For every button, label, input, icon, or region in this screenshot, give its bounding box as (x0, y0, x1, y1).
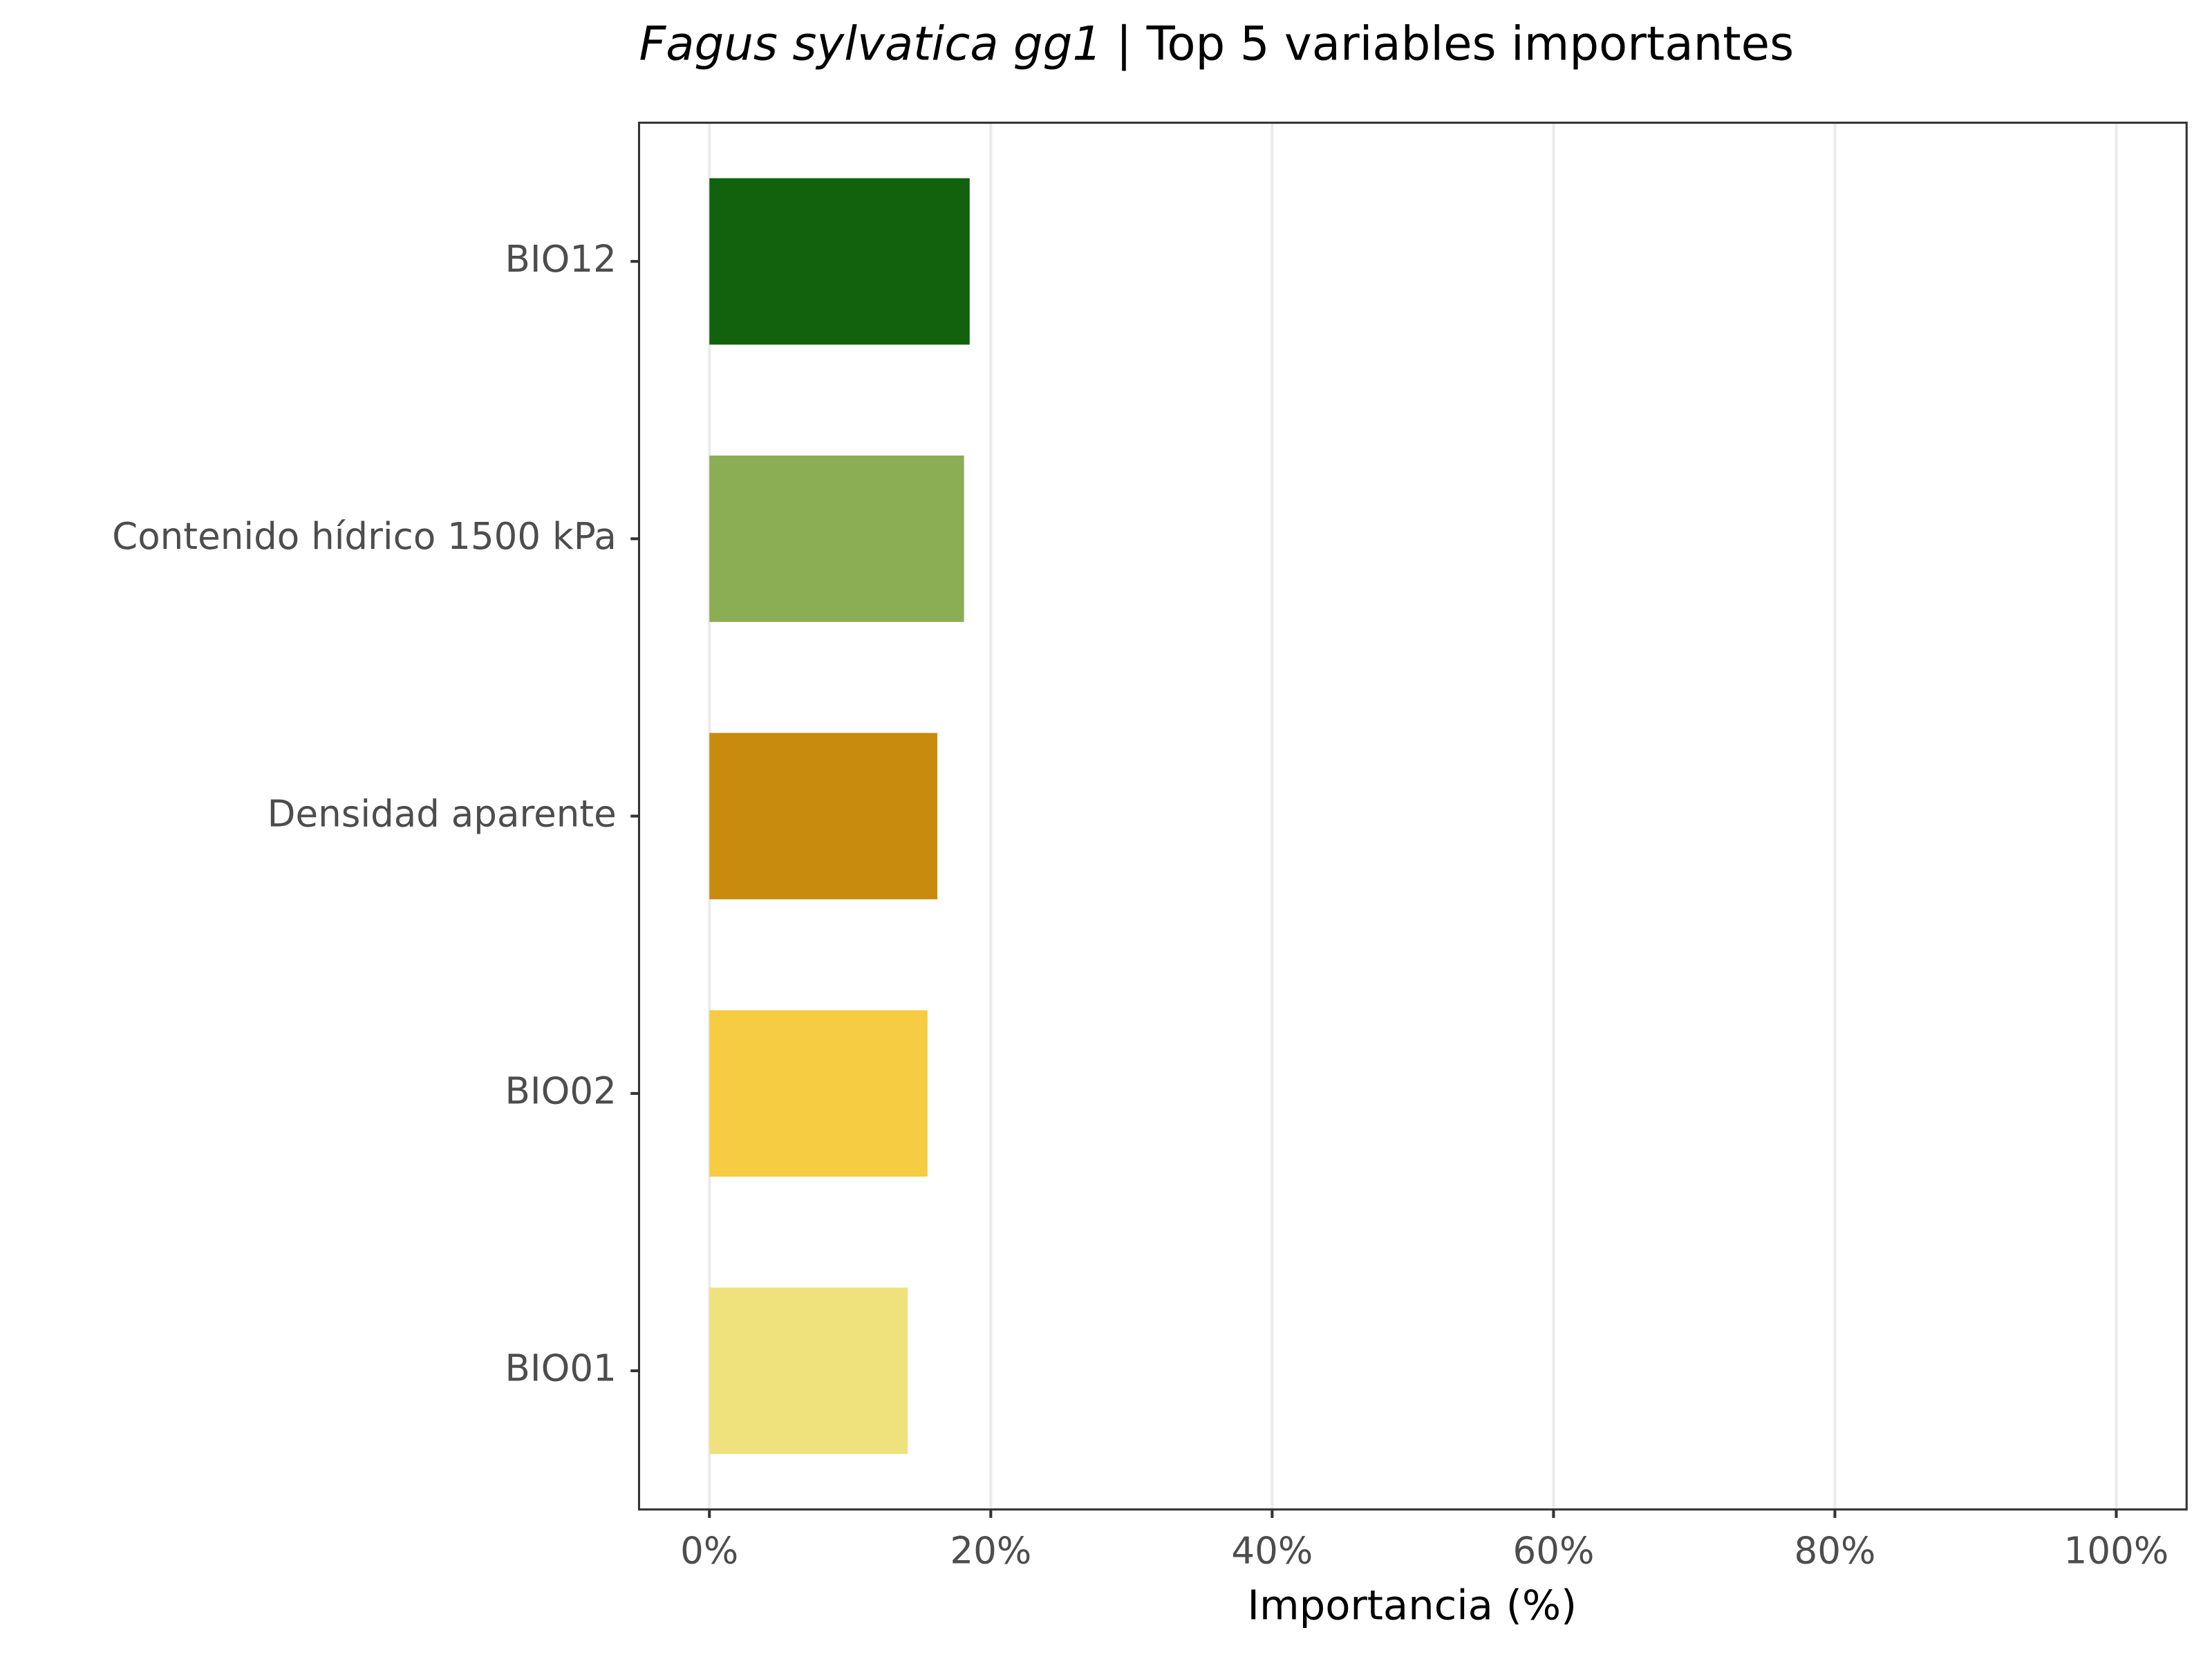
panel-border (637, 122, 2188, 1511)
bar (709, 1287, 908, 1454)
x-tick-label: 60% (1512, 1530, 1594, 1573)
x-axis-title: Importancia (%) (1248, 1582, 1577, 1629)
x-tick-label: 40% (1231, 1530, 1313, 1573)
y-tick-label: Densidad aparente (268, 792, 617, 835)
x-tick-label: 100% (2064, 1530, 2169, 1573)
x-tick-label: 20% (950, 1530, 1031, 1573)
bar (709, 456, 964, 622)
bar (709, 1010, 928, 1177)
bar (709, 178, 970, 345)
title-species: Fagus sylvatica gg1 (639, 16, 1102, 71)
x-tick-label: 80% (1794, 1530, 1875, 1573)
bar (709, 733, 937, 899)
y-tick-label: BIO02 (505, 1069, 617, 1112)
y-tick-label: BIO12 (505, 238, 617, 281)
y-tick-label: Contenido hídrico 1500 kPa (112, 515, 617, 558)
x-tick-label: 0% (680, 1530, 738, 1573)
y-tick-label: BIO01 (505, 1347, 617, 1390)
title-text: | Top 5 variables importantes (1116, 16, 1794, 71)
chart-title: Fagus sylvatica gg1 | Top 5 variables imp… (639, 16, 1794, 71)
